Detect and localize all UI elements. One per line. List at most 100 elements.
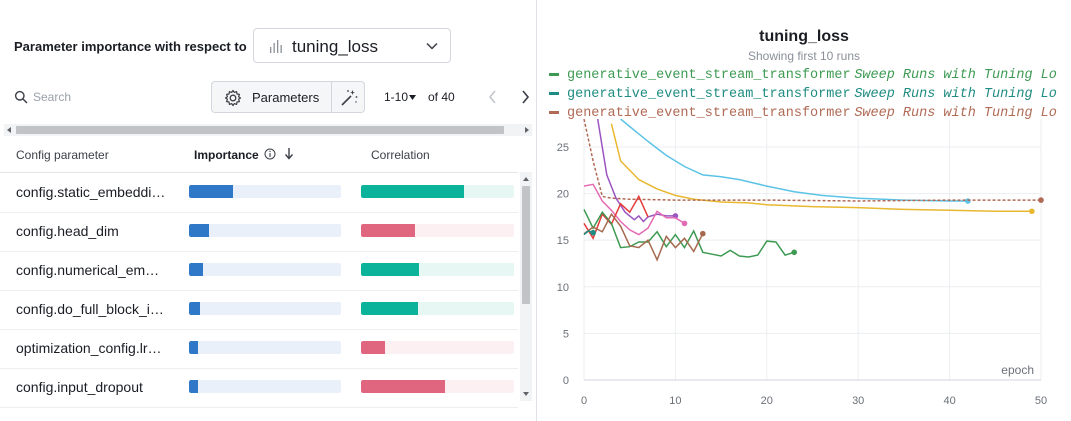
correlation-bar-track xyxy=(361,263,514,276)
negative-correlation-bar xyxy=(361,224,415,237)
vertical-scrollbar[interactable] xyxy=(520,172,532,401)
column-header-importance[interactable]: Importance xyxy=(194,148,259,162)
param-name: config.input_dropout xyxy=(16,379,143,395)
param-name: config.head_dim xyxy=(16,223,119,239)
vertical-scroll-thumb[interactable] xyxy=(522,186,530,304)
table-row[interactable]: config.head_dim xyxy=(0,212,518,252)
info-icon[interactable] xyxy=(264,148,276,160)
y-tick-label: 0 xyxy=(563,375,569,387)
y-tick-label: 5 xyxy=(563,328,569,340)
importance-bar xyxy=(189,263,203,276)
parameter-importance-panel: Parameter importance with respect to tun… xyxy=(0,28,532,408)
importance-bar xyxy=(189,185,234,198)
importance-bar xyxy=(189,224,209,237)
scroll-up-icon[interactable] xyxy=(523,176,529,182)
correlation-bar-track xyxy=(361,185,514,198)
parameters-button-label: Parameters xyxy=(252,90,320,105)
correlation-bar-track xyxy=(361,380,514,393)
legend-swatch xyxy=(549,110,559,114)
legend-swatch xyxy=(549,91,559,95)
importance-bar-track xyxy=(189,185,341,198)
column-header-config[interactable]: Config parameter xyxy=(16,148,109,162)
legend-swatch xyxy=(549,72,559,76)
negative-correlation-bar xyxy=(361,380,446,393)
search-input[interactable] xyxy=(33,88,193,106)
y-tick-label: 15 xyxy=(557,235,569,247)
chevron-right-icon[interactable] xyxy=(518,89,532,105)
series-end-point[interactable] xyxy=(590,229,596,236)
horizontal-scroll-thumb[interactable] xyxy=(16,126,504,134)
parameters-button[interactable]: Parameters xyxy=(211,81,332,113)
correlation-bar-track xyxy=(361,341,514,354)
importance-bar xyxy=(189,380,199,393)
legend-item[interactable]: generative_event_stream_transformer Swee… xyxy=(549,104,1071,123)
legend-run-name: generative_event_stream_transformer xyxy=(567,68,851,83)
table-row[interactable]: config.numerical_embedding_mode xyxy=(0,251,518,291)
series-end-point[interactable] xyxy=(1038,197,1044,203)
series-end-point[interactable] xyxy=(681,220,688,227)
legend-run-name: generative_event_stream_transformer xyxy=(567,87,851,102)
importance-bar-track xyxy=(189,263,341,276)
y-tick-label: 10 xyxy=(557,282,569,294)
line-chart: 0 5 10 15 20 25 0 10 20 30 40 50 epoch xyxy=(557,119,1047,407)
importance-bar-track xyxy=(189,224,341,237)
correlation-bar-track xyxy=(361,302,514,315)
series-line[interactable] xyxy=(610,123,1032,213)
caret-down-icon[interactable] xyxy=(409,95,416,100)
magic-wand-button[interactable] xyxy=(331,81,365,113)
legend-run-name: generative_event_stream_transformer xyxy=(567,106,851,121)
chevron-left-icon[interactable] xyxy=(486,89,500,105)
legend-sweep-name: Sweep Runs with Tuning Lo xyxy=(854,87,1057,102)
importance-bar xyxy=(189,341,199,354)
series-line[interactable] xyxy=(583,209,795,258)
x-tick-label: 30 xyxy=(852,395,864,407)
x-tick-label: 50 xyxy=(1035,395,1047,407)
series-end-point[interactable] xyxy=(700,230,706,237)
importance-bar xyxy=(189,302,200,315)
table-row[interactable]: config.static_embedding_mode xyxy=(0,173,518,213)
positive-correlation-bar xyxy=(361,302,418,315)
chart-legend: generative_event_stream_transformer Swee… xyxy=(549,66,1071,123)
horizontal-scrollbar[interactable] xyxy=(4,124,532,136)
legend-item[interactable]: generative_event_stream_transformer Swee… xyxy=(549,85,1071,104)
magic-wand-icon xyxy=(341,90,358,106)
series-end-point[interactable] xyxy=(1029,208,1035,215)
page-range-select[interactable]: 1-10 xyxy=(384,90,409,104)
importance-bar-track xyxy=(189,380,341,393)
column-header-correlation[interactable]: Correlation xyxy=(371,148,430,162)
series-line[interactable] xyxy=(583,119,1041,202)
legend-item[interactable]: generative_event_stream_transformer Swee… xyxy=(549,66,1071,85)
positive-correlation-bar xyxy=(361,263,420,276)
x-tick-label: 20 xyxy=(761,395,773,407)
series-end-point[interactable] xyxy=(965,198,971,204)
positive-correlation-bar xyxy=(361,185,464,198)
scroll-right-icon[interactable] xyxy=(524,127,530,133)
table-row[interactable]: config.do_full_block_in_seq_attention xyxy=(0,290,518,330)
series-end-point[interactable] xyxy=(791,249,798,256)
y-tick-label: 25 xyxy=(557,142,569,154)
series-group xyxy=(583,119,1044,262)
scroll-left-icon[interactable] xyxy=(6,127,12,133)
series-line[interactable] xyxy=(583,183,685,236)
panel-divider xyxy=(536,0,537,421)
sort-descending-icon[interactable] xyxy=(284,147,294,160)
param-name: config.numerical_embedding_mode xyxy=(16,262,166,278)
tuning-loss-chart-panel: 0 5 10 15 20 25 0 10 20 30 40 50 epoch tuning_loss S… xyxy=(537,0,1071,421)
negative-correlation-bar xyxy=(361,341,386,354)
chart-title: tuning_loss xyxy=(759,28,849,45)
table-row[interactable]: config.input_dropout xyxy=(0,368,518,408)
importance-bar-track xyxy=(189,341,341,354)
x-tick-label: 40 xyxy=(943,395,955,407)
search-icon xyxy=(14,90,28,104)
scroll-down-icon[interactable] xyxy=(523,391,529,397)
param-name: config.do_full_block_in_seq_attention xyxy=(16,301,166,317)
y-tick-label: 20 xyxy=(557,189,569,201)
metric-select[interactable]: tuning_loss xyxy=(253,28,451,63)
importance-bar-track xyxy=(189,302,341,315)
series-line[interactable] xyxy=(583,212,704,262)
series-line[interactable] xyxy=(596,119,676,223)
table-row[interactable]: optimization_config.lr_frac_warmup_steps xyxy=(0,329,518,369)
series-line[interactable] xyxy=(620,119,968,202)
param-name: optimization_config.lr_frac_warmup_steps xyxy=(16,340,166,356)
x-axis-label: epoch xyxy=(1001,363,1034,377)
